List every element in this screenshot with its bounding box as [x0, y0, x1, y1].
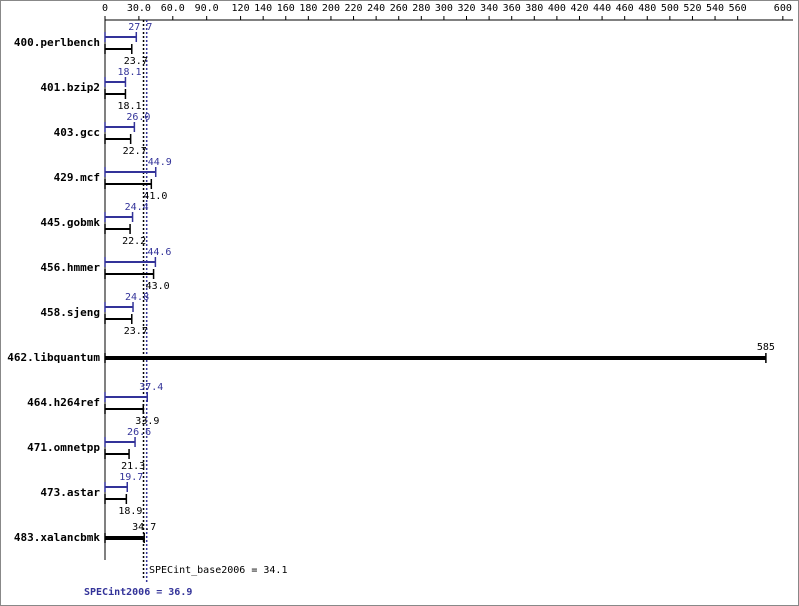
value-label: 27.7 [128, 22, 152, 33]
bar [104, 212, 134, 222]
bar [104, 314, 133, 324]
reference-label: SPECint_base2006 = 34.1 [149, 565, 287, 576]
value-label: 19.7 [119, 472, 143, 483]
category-label: 445.gobmk [40, 216, 100, 229]
value-label: 41.0 [143, 191, 167, 202]
x-tick-label: 160 [277, 3, 295, 14]
category-label: 464.h264ref [27, 396, 100, 409]
bar [104, 224, 131, 234]
x-tick-label: 540 [706, 3, 724, 14]
category-label: 458.sjeng [40, 306, 100, 319]
x-tick-label: 280 [412, 3, 430, 14]
bar [104, 392, 149, 402]
category-label: 401.bzip2 [40, 81, 100, 94]
value-label: 34.7 [132, 522, 156, 533]
value-label: 44.9 [148, 157, 172, 168]
x-tick-label: 340 [480, 3, 498, 14]
bar [104, 533, 145, 543]
value-label: 24.4 [125, 202, 149, 213]
category-label: 400.perlbench [14, 36, 100, 49]
category-label: 403.gcc [54, 126, 100, 139]
bar [104, 353, 767, 363]
value-label: 21.3 [121, 461, 145, 472]
reference-label: SPECint2006 = 36.9 [84, 586, 192, 598]
bar [104, 179, 153, 189]
category-label: 462.libquantum [7, 351, 100, 364]
value-label: 18.1 [117, 67, 141, 78]
category-label: 483.xalancbmk [14, 531, 100, 544]
value-label: 26.6 [127, 427, 151, 438]
value-label: 33.9 [135, 416, 159, 427]
x-tick-label: 380 [525, 3, 543, 14]
category-label: 456.hmmer [40, 261, 100, 274]
value-label: 23.7 [124, 56, 148, 67]
value-label: 22.2 [122, 236, 146, 247]
x-tick-label: 440 [593, 3, 611, 14]
x-tick-label: 420 [570, 3, 588, 14]
x-tick-label: 520 [683, 3, 701, 14]
category-label: 471.omnetpp [27, 441, 100, 454]
bar [104, 482, 129, 492]
bar [104, 77, 127, 87]
x-tick-label: 180 [299, 3, 317, 14]
value-label: 24.8 [125, 292, 149, 303]
bar [104, 257, 157, 267]
bar [104, 167, 157, 177]
bar [104, 134, 132, 144]
x-tick-label: 260 [390, 3, 408, 14]
value-label: 585 [757, 342, 775, 353]
bar [104, 269, 155, 279]
bar [104, 122, 136, 132]
bar [104, 494, 128, 504]
x-tick-label: 60.0 [161, 3, 185, 14]
category-label: 473.astar [40, 486, 100, 499]
bar [104, 404, 145, 414]
value-label: 18.9 [118, 506, 142, 517]
category-label: 429.mcf [54, 171, 100, 184]
x-tick-label: 220 [345, 3, 363, 14]
x-tick-label: 600 [774, 3, 792, 14]
value-label: 26.0 [126, 112, 150, 123]
x-tick-label: 120 [232, 3, 250, 14]
x-tick-label: 360 [503, 3, 521, 14]
x-tick-label: 0 [102, 3, 108, 14]
bar [104, 437, 136, 447]
bar [104, 449, 130, 459]
x-tick-label: 200 [322, 3, 340, 14]
x-tick-label: 480 [638, 3, 656, 14]
x-tick-label: 300 [435, 3, 453, 14]
x-tick-label: 500 [661, 3, 679, 14]
value-label: 37.4 [139, 382, 163, 393]
x-tick-label: 320 [457, 3, 475, 14]
bar [104, 89, 127, 99]
x-tick-label: 90.0 [195, 3, 219, 14]
x-tick-label: 560 [729, 3, 747, 14]
bar [104, 44, 133, 54]
value-label: 43.0 [146, 281, 170, 292]
value-label: 44.6 [147, 247, 171, 258]
bar [104, 32, 138, 42]
x-tick-label: 240 [367, 3, 385, 14]
x-tick-label: 460 [616, 3, 634, 14]
value-label: 22.7 [123, 146, 147, 157]
x-tick-label: 30.0 [127, 3, 151, 14]
value-label: 23.7 [124, 326, 148, 337]
x-tick-label: 400 [548, 3, 566, 14]
bar [104, 302, 134, 312]
value-label: 18.1 [117, 101, 141, 112]
x-tick-label: 140 [254, 3, 272, 14]
